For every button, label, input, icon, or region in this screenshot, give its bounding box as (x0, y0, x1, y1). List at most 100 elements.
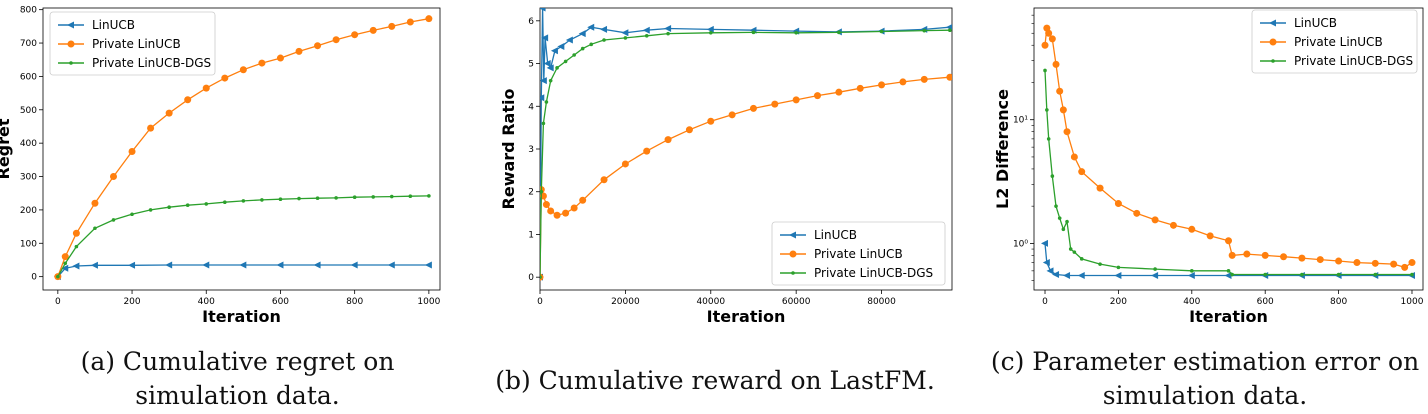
data-point-linucb (1063, 272, 1071, 280)
data-point-private (388, 22, 396, 30)
y-tick-label: 200 (20, 206, 37, 216)
data-point-private (258, 59, 266, 67)
legend-marker-private (67, 40, 75, 48)
data-point-private (221, 74, 229, 82)
data-point-linucb (540, 8, 546, 12)
data-point-private (771, 100, 779, 108)
data-point-dgs (204, 202, 209, 206)
legend-label-dgs: Private LinUCB-DGS (1294, 54, 1413, 68)
data-point-private (406, 18, 414, 26)
series-private (54, 15, 433, 281)
data-point-private (878, 81, 886, 89)
data-point-linucb (239, 261, 247, 269)
x-tick-label: 200 (123, 297, 140, 307)
data-point-private (1243, 250, 1251, 258)
data-point-private (1059, 106, 1067, 114)
plot-frame (42, 7, 441, 291)
data-point-private (749, 104, 757, 112)
legend-label-private: Private LinUCB (814, 247, 903, 261)
data-point-linucb (1052, 271, 1060, 279)
data-point-private (61, 253, 69, 261)
data-point-private (295, 47, 303, 55)
data-point-linucb (202, 261, 210, 269)
data-point-private (1228, 251, 1236, 259)
caption-c: (c) Parameter estimation error on simula… (990, 347, 1420, 410)
data-point-linucb (706, 25, 714, 33)
x-tick-label: 600 (1257, 297, 1274, 307)
data-point-dgs (1336, 272, 1341, 277)
data-point-dgs (544, 100, 549, 104)
x-tick-label: 200 (1110, 297, 1127, 307)
legend-marker-dgs (1271, 59, 1275, 63)
data-point-private (542, 201, 550, 209)
data-point-dgs (408, 194, 413, 199)
data-point-private (1408, 259, 1416, 267)
data-point-private (202, 84, 210, 92)
data-point-dgs (794, 30, 798, 35)
data-point-dgs (1057, 216, 1062, 220)
data-point-dgs (334, 196, 338, 200)
data-point-private (239, 66, 247, 74)
data-point-dgs (371, 195, 376, 199)
legend-b: LinUCB Private LinUCB Private LinUCB-DGS (771, 221, 946, 286)
legend-label-linucb: LinUCB (92, 18, 135, 32)
data-point-dgs (555, 66, 559, 70)
data-point-linucb (557, 42, 565, 50)
data-point-dgs (1072, 250, 1077, 254)
data-point-linucb (1046, 267, 1054, 275)
data-point-linucb (165, 261, 173, 269)
data-point-private (1371, 259, 1379, 267)
y-tick-label: 300 (20, 173, 37, 183)
y-tick-label: 0 (31, 273, 37, 283)
legend-marker-linucb (67, 21, 74, 29)
data-point-private (1045, 29, 1053, 37)
data-point-private (1316, 256, 1324, 264)
data-point-private (128, 148, 136, 156)
data-point-linucb (1041, 239, 1049, 247)
data-point-private (1280, 253, 1288, 261)
series-line-dgs (57, 195, 429, 278)
x-axis-label: Iteration (707, 307, 786, 326)
data-point-dgs (837, 30, 841, 35)
y-tick-label: 6 (528, 17, 534, 27)
data-point-private (1133, 209, 1141, 217)
caption-b: (b) Cumulative reward on LastFM. (495, 366, 935, 395)
data-point-dgs (708, 30, 713, 35)
series-private (1041, 24, 1416, 271)
data-point-private (562, 209, 570, 217)
y-axis-label: Regret (0, 118, 13, 179)
data-point-private (72, 229, 80, 237)
series-private (540, 73, 952, 281)
data-point-private (621, 160, 629, 168)
data-point-private (1169, 221, 1177, 229)
data-point-dgs (1230, 272, 1234, 277)
data-point-private (351, 31, 359, 39)
y-tick-label: 600 (20, 72, 37, 82)
data-point-private (369, 26, 377, 34)
data-point-dgs (389, 194, 394, 199)
data-point-private (600, 176, 608, 184)
data-point-private (1096, 184, 1104, 192)
data-point-dgs (751, 30, 756, 35)
y-tick-label: 10¹ (1013, 116, 1028, 126)
data-point-linucb (541, 34, 549, 42)
x-tick-label: 0 (55, 297, 61, 307)
x-tick-label: 0 (537, 297, 543, 307)
y-tick-label: 800 (20, 6, 37, 16)
y-tick-label: 700 (20, 39, 37, 49)
chart-a: 0 200 400 600 800 1000 0 100 200 300 400 500 600 700 8… (0, 6, 441, 326)
data-point-linucb (565, 36, 573, 44)
data-point-dgs (1046, 137, 1051, 141)
series-linucb (53, 261, 432, 281)
data-point-private (1056, 87, 1064, 95)
data-point-private (920, 75, 928, 83)
data-point-private (553, 211, 561, 219)
data-point-private (1052, 60, 1060, 68)
data-point-dgs (185, 203, 190, 208)
data-point-private (643, 147, 651, 155)
data-point-dgs (56, 274, 60, 279)
series-dgs (56, 194, 431, 279)
data-point-private (425, 15, 433, 23)
x-tick-label: 800 (1330, 297, 1347, 307)
legend-marker-private (789, 250, 797, 258)
